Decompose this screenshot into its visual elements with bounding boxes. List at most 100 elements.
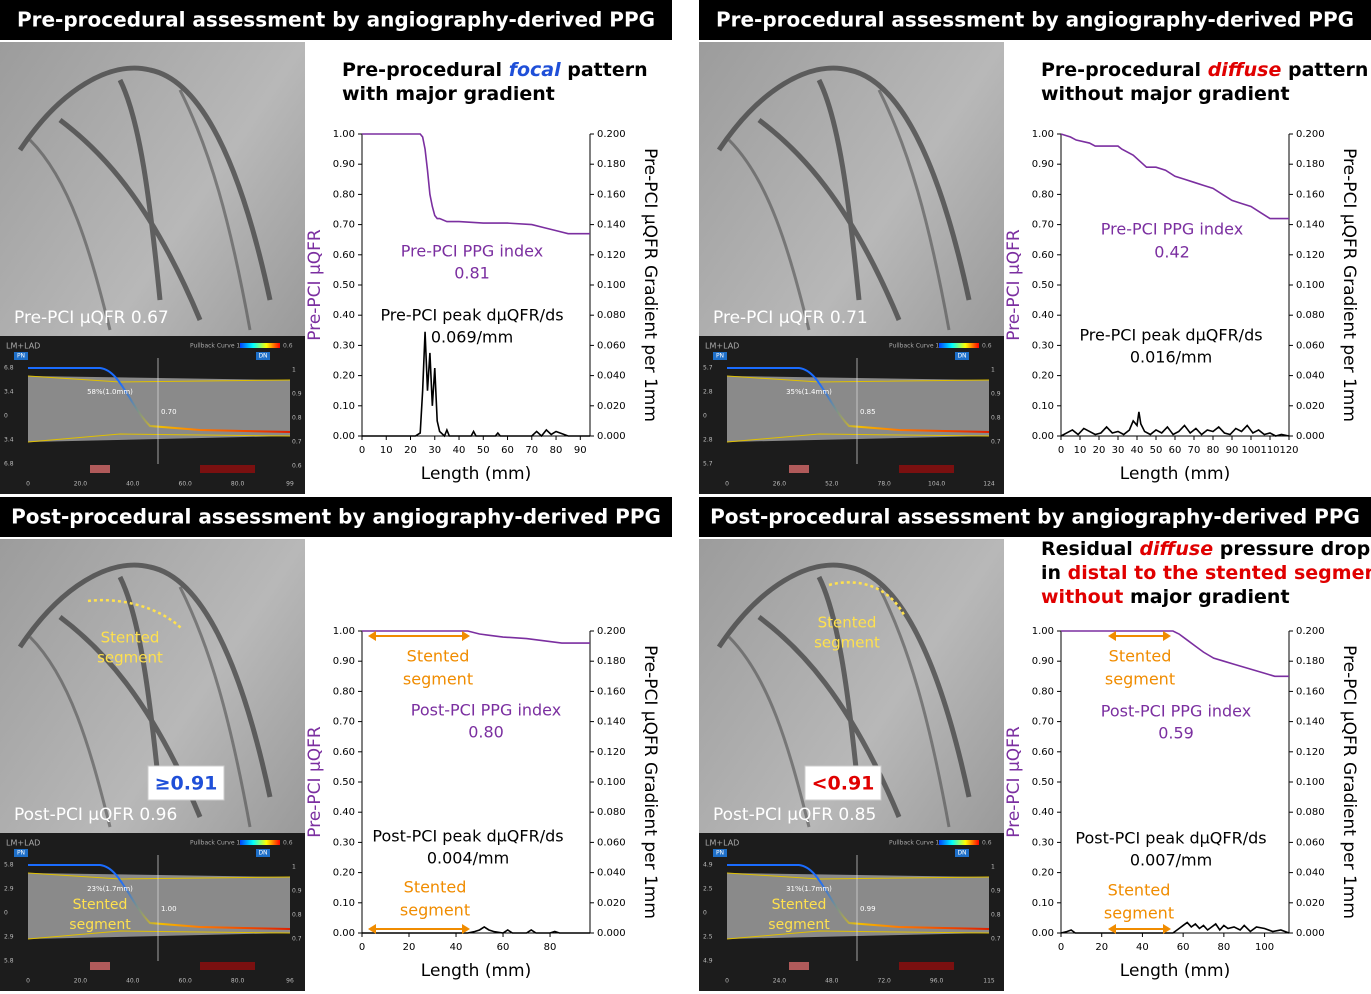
x-tick-label: 20 [403, 942, 416, 953]
x-axis-label: Length (mm) [1120, 464, 1230, 484]
y2-tick-label: 0.040 [597, 868, 626, 879]
inset-y2-label: 0.7 [991, 936, 1001, 943]
y2-tick-label: 0.080 [1296, 310, 1325, 321]
inset-y2-label: 0.7 [292, 936, 302, 943]
y-tick-label: 0.20 [1032, 371, 1054, 382]
y2-tick-label: 0.120 [597, 250, 626, 261]
panel-header: Pre-procedural assessment by angiography… [716, 8, 1354, 32]
y2-tick-label: 0.200 [1296, 129, 1325, 140]
inset-y2-label: 1 [991, 367, 995, 374]
inset-lesion [200, 465, 255, 473]
annotation: 0.80 [468, 723, 504, 742]
image-caption: Post-PCI μQFR 0.85 [713, 805, 876, 825]
inset-y2-label: 0.9 [292, 391, 302, 398]
inset-y-label: 4.9 [703, 958, 713, 965]
chart-title: Pre-procedural diffuse pattern [1041, 59, 1368, 81]
y2-tick-label: 0.160 [597, 686, 626, 697]
image-caption: Pre-PCI μQFR 0.71 [713, 308, 868, 328]
inset-colorbar-label: 0.6 [982, 343, 992, 350]
y2-tick-label: 0.060 [597, 340, 626, 351]
annotation: Stented [407, 647, 470, 666]
annotation: 0.007/mm [1130, 851, 1212, 870]
series-line [1061, 412, 1289, 436]
y-tick-label: 1.00 [333, 129, 355, 140]
y2-tick-label: 0.040 [1296, 371, 1325, 382]
chart-title-part: in [1041, 562, 1061, 584]
x-tick-label: 0 [1058, 445, 1064, 456]
y-tick-label: 0.80 [1032, 189, 1054, 200]
inset-x-label: 104.0 [928, 481, 945, 488]
series-line [1061, 134, 1289, 219]
panel: Pre-procedural assessment by angiography… [699, 0, 1371, 494]
inset-y-label: 0 [4, 910, 8, 917]
inset-colorbar [240, 840, 280, 845]
y2-tick-label: 0.120 [1296, 250, 1325, 261]
y-axis-label: Pre-PCI μQFR [1004, 726, 1024, 838]
y-tick-label: 0.10 [1032, 898, 1054, 909]
annotation: Post-PCI peak dμQFR/ds [372, 827, 563, 846]
y-tick-label: 0.20 [1032, 868, 1054, 879]
y-tick-label: 0.00 [333, 928, 355, 939]
y-tick-label: 0.90 [333, 159, 355, 170]
y2-tick-label: 0.140 [597, 220, 626, 231]
x-tick-label: 10 [380, 445, 393, 456]
annotation: segment [1104, 904, 1174, 923]
y-tick-label: 0.00 [1032, 431, 1054, 442]
y2-tick-label: 0.100 [597, 777, 626, 788]
chart-title-part: pattern [567, 59, 647, 81]
inset-y2-label: 1 [292, 367, 296, 374]
inset-title: LM+LAD [705, 839, 739, 848]
inset-lesion [789, 962, 809, 970]
y-tick-label: 0.90 [333, 656, 355, 667]
y-axis-label: Pre-PCI μQFR [305, 229, 325, 341]
inset-note: 0.70 [161, 408, 177, 416]
x-tick-label: 50 [1150, 445, 1163, 456]
inset-note: 23%(1.7mm) [87, 885, 133, 893]
chart-title-part: without major gradient [1041, 83, 1290, 105]
inset-tag: PN [17, 353, 25, 360]
y2-tick-label: 0.060 [1296, 837, 1325, 848]
x-tick-label: 70 [525, 445, 538, 456]
y-tick-label: 0.10 [333, 401, 355, 412]
image-label: segment [97, 649, 163, 667]
y2-tick-label: 0.180 [1296, 656, 1325, 667]
y-tick-label: 0.70 [1032, 717, 1054, 728]
x-tick-label: 100 [1241, 445, 1260, 456]
inset-stent-label: Stented [73, 897, 128, 913]
y2-tick-label: 0.000 [597, 431, 626, 442]
x-axis-label: Length (mm) [1120, 961, 1230, 981]
x-tick-label: 0 [359, 942, 365, 953]
inset-y-label: 6.8 [4, 365, 14, 372]
inset-y2-label: 0.8 [292, 415, 302, 422]
y-axis-label: Pre-PCI μQFR [1004, 229, 1024, 341]
x-tick-label: 80 [544, 942, 557, 953]
x-tick-label: 30 [428, 445, 441, 456]
inset-y-label: 6.8 [4, 461, 14, 468]
inset-x-label: 0 [725, 978, 729, 985]
x-tick-label: 60 [1169, 445, 1182, 456]
y-tick-label: 0.60 [1032, 747, 1054, 758]
x-axis-label: Length (mm) [421, 961, 531, 981]
chart-title-part: major gradient [1130, 586, 1290, 608]
panel: Post-procedural assessment by angiograph… [699, 497, 1371, 991]
inset-stent-label: segment [69, 917, 131, 933]
panel: Post-procedural assessment by angiograph… [0, 497, 672, 991]
inset-y2-label: 1 [292, 864, 296, 871]
y-tick-label: 0.10 [1032, 401, 1054, 412]
y-tick-label: 0.80 [333, 686, 355, 697]
series-line [362, 134, 590, 234]
series-line [1061, 922, 1289, 933]
series-line [362, 332, 590, 436]
inset-x-label: 115 [983, 978, 995, 985]
inset-y-label: 3.4 [4, 389, 14, 396]
x-tick-label: 40 [1136, 942, 1149, 953]
inset-x-label: 48.0 [825, 978, 839, 985]
y-tick-label: 0.40 [333, 310, 355, 321]
inset-note: 35%(1.4mm) [786, 388, 832, 396]
inset-x-label: 124 [983, 481, 995, 488]
inset-colorbar-label: 0.6 [283, 840, 293, 847]
inset-tag: DN [258, 353, 267, 360]
inset-x-label: 0 [725, 481, 729, 488]
annotation: 0.59 [1158, 724, 1194, 743]
panel: Pre-procedural assessment by angiography… [0, 0, 672, 494]
